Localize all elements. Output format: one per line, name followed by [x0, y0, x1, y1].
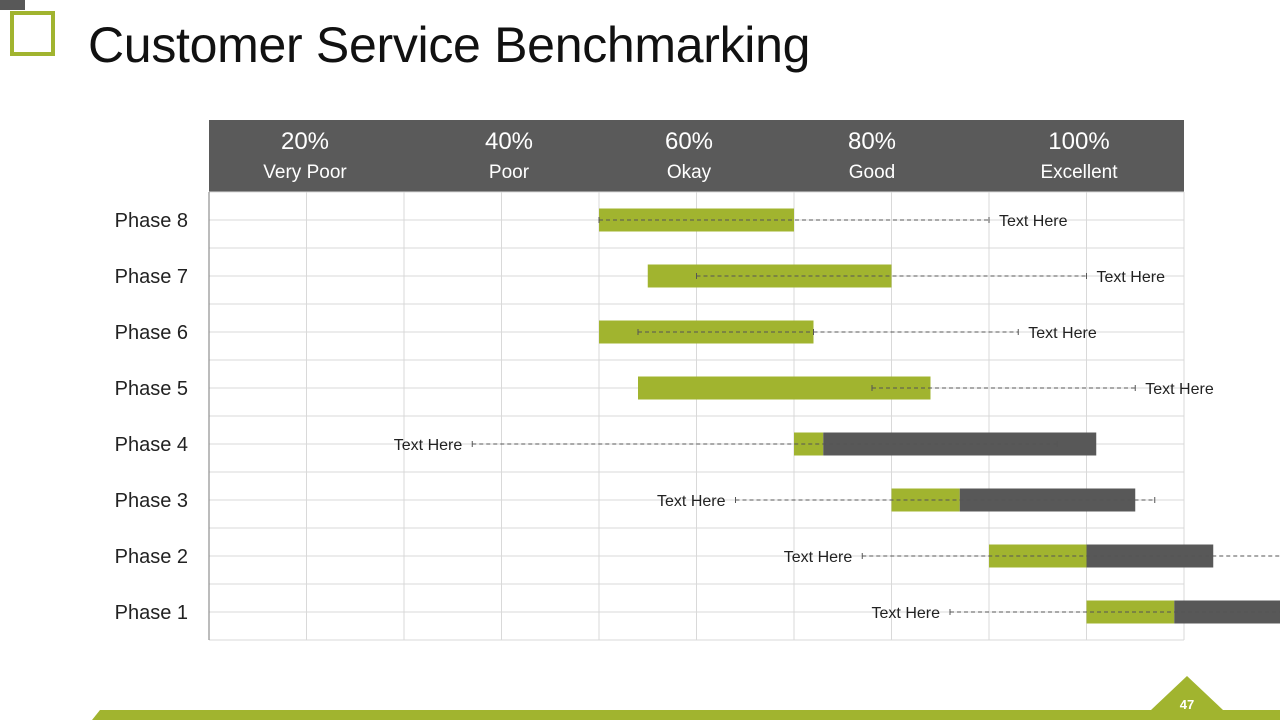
scale-percent: 60%: [664, 128, 714, 155]
category-label-phase-7: Phase 7: [115, 266, 188, 288]
bar-dark-phase-4: [823, 432, 1097, 456]
page-number-badge-base: [1140, 710, 1235, 720]
category-label-phase-6: Phase 6: [115, 322, 188, 344]
annotation-label-phase-3: Text Here: [657, 493, 726, 510]
footer-stripe: [92, 710, 1280, 720]
scale-label: Good: [848, 162, 896, 183]
scale-header-1: 40% Poor: [429, 120, 589, 192]
annotation-label-phase-4: Text Here: [394, 437, 463, 454]
page-number-badge: [1151, 676, 1223, 710]
scale-label: Okay: [666, 162, 712, 183]
bar-green-phase-5: [638, 376, 931, 400]
category-label-phase-5: Phase 5: [115, 378, 188, 400]
category-label-phase-1: Phase 1: [115, 602, 188, 624]
category-label-phase-4: Phase 4: [115, 434, 188, 456]
category-label-phase-2: Phase 2: [115, 546, 188, 568]
annotation-label-phase-8: Text Here: [999, 213, 1068, 230]
annotation-label-phase-1: Text Here: [872, 605, 941, 622]
category-label-phase-3: Phase 3: [115, 490, 188, 512]
category-label-phase-8: Phase 8: [115, 210, 188, 232]
rating-scale-header: [209, 120, 1184, 192]
bar-dark-phase-1: [1174, 600, 1280, 624]
scale-percent: 100%: [1048, 128, 1110, 155]
scale-percent: 80%: [847, 128, 897, 155]
scale-header-2: 60% Okay: [609, 120, 769, 192]
scale-percent: 20%: [280, 128, 330, 155]
scale-header-4: 100% Excellent: [999, 120, 1159, 192]
bar-green-phase-8: [599, 208, 794, 232]
page-title: Customer Service Benchmarking: [88, 17, 811, 73]
annotation-label-phase-7: Text Here: [1097, 269, 1166, 286]
scale-label: Poor: [488, 162, 530, 183]
annotation-label-phase-5: Text Here: [1145, 381, 1214, 398]
annotation-label-phase-6: Text Here: [1028, 325, 1097, 342]
bar-green-phase-6: [599, 320, 814, 344]
scale-header-3: 80% Good: [792, 120, 952, 192]
scale-header-0: 20% Very Poor: [225, 120, 385, 192]
bar-green-phase-1: [1086, 600, 1175, 624]
scale-label: Very Poor: [263, 162, 347, 183]
page-number: 47: [1179, 697, 1195, 712]
corner-logo-icon: [0, 0, 55, 56]
annotation-label-phase-2: Text Here: [784, 549, 853, 566]
scale-percent: 40%: [484, 128, 534, 155]
scale-label: Excellent: [1040, 162, 1118, 183]
